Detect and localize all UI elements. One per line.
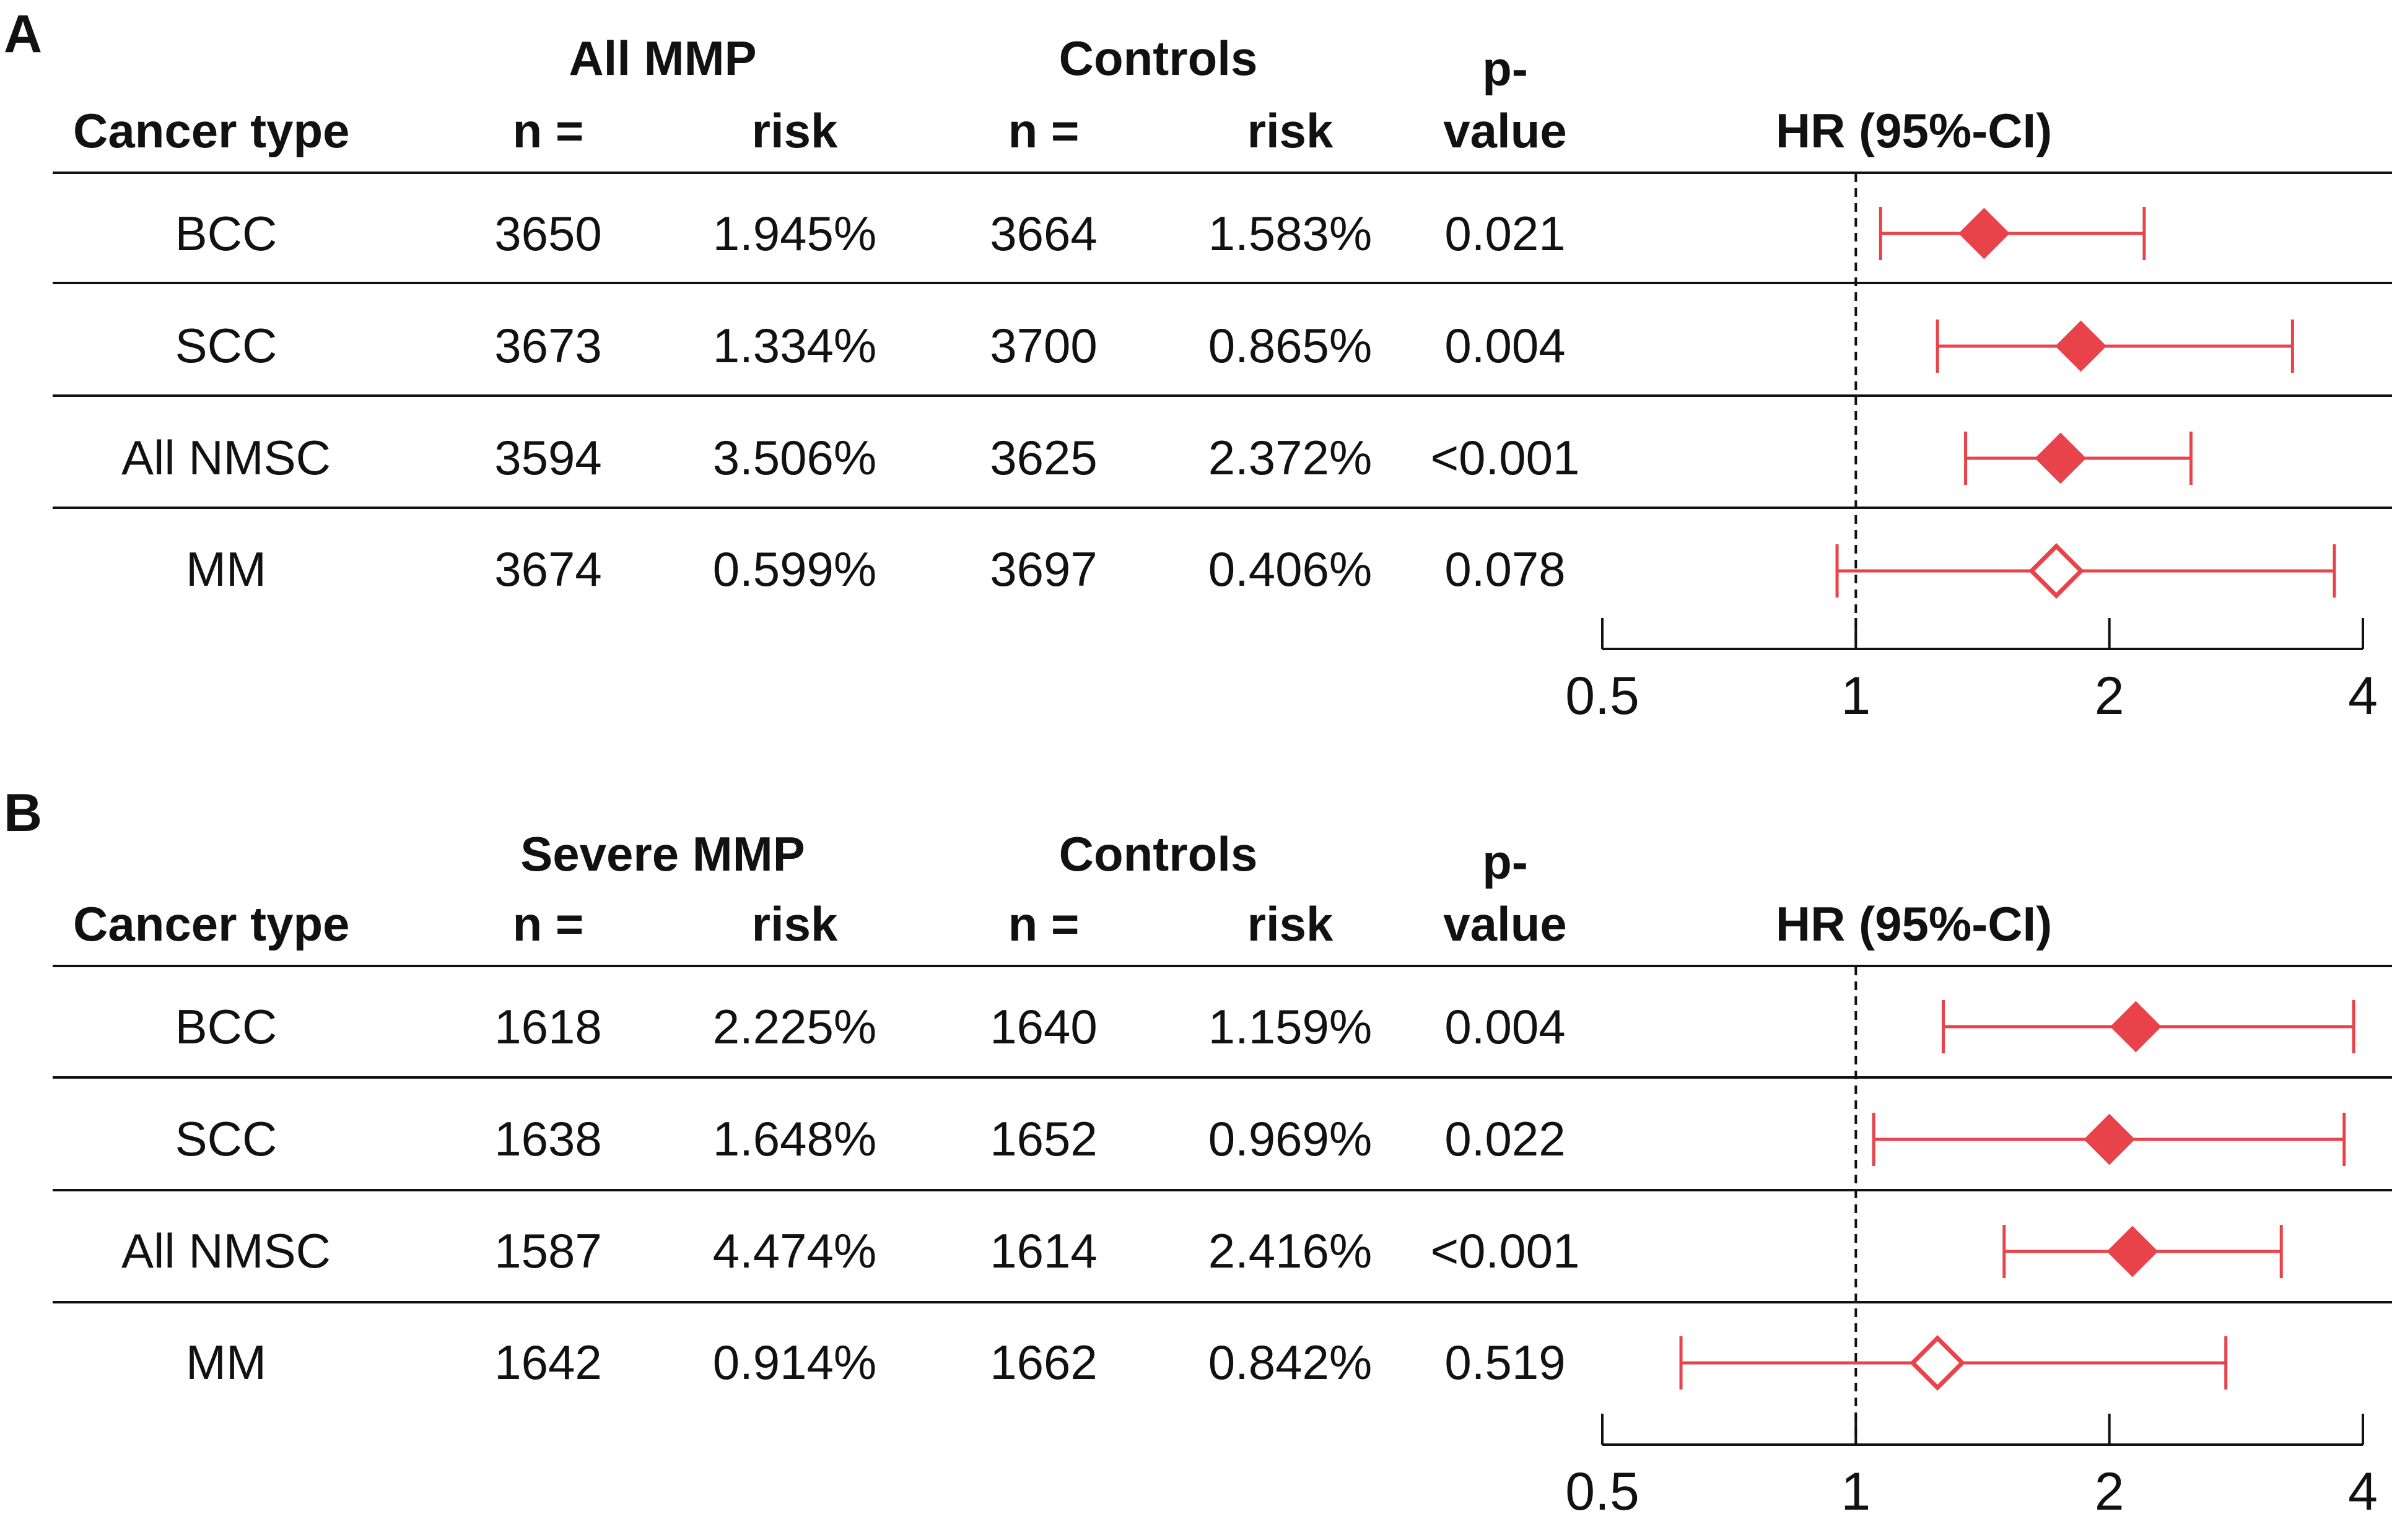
- controls-n-cell: 1614: [990, 1224, 1098, 1278]
- p-value-cell: 0.004: [1444, 999, 1566, 1054]
- controls-risk-cell: 1.159%: [1208, 999, 1373, 1054]
- row-divider: [53, 282, 2392, 284]
- mmp-n-cell: 3674: [494, 542, 602, 596]
- header-group: All MMP: [569, 31, 757, 85]
- cancer-type-cell: MM: [186, 542, 266, 596]
- hr-diamond: [2110, 1001, 2162, 1053]
- controls-risk-cell: 0.969%: [1208, 1111, 1373, 1166]
- controls-risk-cell: 0.865%: [1208, 318, 1373, 373]
- header-risk: risk: [751, 897, 838, 951]
- header-hr: HR (95%-CI): [1775, 103, 2053, 158]
- controls-n-cell: 1640: [990, 999, 1098, 1054]
- controls-risk-cell: 2.372%: [1208, 430, 1373, 485]
- header-p-line2: value: [1443, 103, 1567, 158]
- controls-n-cell: 3697: [990, 542, 1098, 596]
- p-value-cell: 0.022: [1444, 1111, 1566, 1166]
- mmp-n-cell: 1618: [494, 999, 602, 1054]
- mmp-risk-cell: 0.914%: [712, 1335, 877, 1390]
- mmp-n-cell: 1642: [494, 1335, 602, 1390]
- cancer-type-cell: SCC: [175, 318, 277, 373]
- panel-b: B Severe MMP Controls p- Cancer type n =…: [0, 770, 2392, 1539]
- controls-risk-cell: 1.583%: [1208, 206, 1373, 261]
- controls-n-cell: 1662: [990, 1335, 1098, 1390]
- hr-diamond: [1910, 1335, 1966, 1391]
- header-controls-risk: risk: [1247, 897, 1333, 951]
- controls-n-cell: 3625: [990, 430, 1098, 485]
- mmp-risk-cell: 3.506%: [712, 430, 877, 485]
- mmp-risk-cell: 2.225%: [712, 999, 877, 1054]
- header-n: n =: [512, 103, 584, 158]
- x-tick-label: 0.5: [1565, 666, 1639, 726]
- p-value-cell: 0.004: [1444, 318, 1566, 373]
- cancer-type-cell: All NMSC: [121, 1224, 331, 1278]
- header-hr: HR (95%-CI): [1775, 897, 2053, 951]
- mmp-n-cell: 1587: [494, 1224, 602, 1278]
- mmp-n-cell: 3594: [494, 430, 602, 485]
- controls-n-cell: 1652: [990, 1111, 1098, 1166]
- x-tick-label: 4: [2348, 666, 2378, 726]
- p-value-cell: <0.001: [1430, 1224, 1580, 1278]
- row-divider: [53, 1076, 2392, 1079]
- x-tick-label: 0.5: [1565, 1462, 1639, 1521]
- cancer-type-cell: All NMSC: [121, 430, 331, 485]
- x-tick-label: 4: [2348, 1462, 2378, 1521]
- header-n: n =: [512, 897, 584, 951]
- cancer-type-cell: MM: [186, 1335, 266, 1390]
- cancer-type-cell: BCC: [175, 999, 277, 1054]
- p-value-cell: 0.078: [1444, 542, 1566, 596]
- p-value-cell: 0.021: [1444, 206, 1566, 261]
- header-p-line2: value: [1443, 897, 1567, 951]
- x-tick-label: 2: [2095, 666, 2124, 726]
- panel-label: B: [4, 783, 43, 843]
- row-divider: [53, 507, 2392, 509]
- hr-diamond: [2106, 1225, 2158, 1277]
- header-rule: [53, 172, 2392, 174]
- header-controls: Controls: [1059, 827, 1258, 881]
- forest-plot: 0.5 1 2 4: [1565, 173, 2378, 726]
- x-tick-label: 1: [1841, 666, 1870, 726]
- controls-risk-cell: 0.842%: [1208, 1335, 1373, 1390]
- mmp-n-cell: 3650: [494, 206, 602, 261]
- panel-a: A All MMP Controls p- Cancer type n = ri…: [4, 4, 2392, 726]
- row-divider: [53, 1189, 2392, 1191]
- header-controls-risk: risk: [1247, 103, 1333, 158]
- row-divider: [53, 394, 2392, 397]
- header-p-line1: p-: [1482, 835, 1528, 889]
- hr-diamond: [1958, 207, 2010, 259]
- cancer-type-cell: BCC: [175, 206, 277, 261]
- header-controls-n: n =: [1008, 103, 1080, 158]
- header-risk: risk: [751, 103, 838, 158]
- header-rule: [53, 965, 2392, 967]
- hr-diamond: [2055, 320, 2107, 372]
- header-cancer-type: Cancer type: [73, 897, 350, 951]
- p-value-cell: <0.001: [1430, 430, 1580, 485]
- mmp-n-cell: 3673: [494, 318, 602, 373]
- row-divider: [53, 1301, 2392, 1303]
- cancer-type-cell: SCC: [175, 1111, 277, 1166]
- header-p-line1: p-: [1482, 41, 1528, 96]
- header-controls-n: n =: [1008, 897, 1080, 951]
- controls-n-cell: 3700: [990, 318, 1098, 373]
- header-controls: Controls: [1059, 31, 1258, 85]
- header-group: Severe MMP: [520, 827, 805, 881]
- p-value-cell: 0.519: [1444, 1335, 1566, 1390]
- mmp-risk-cell: 0.599%: [712, 542, 877, 596]
- mmp-risk-cell: 1.648%: [712, 1111, 877, 1166]
- header-cancer-type: Cancer type: [73, 103, 350, 158]
- panel-label: A: [4, 4, 43, 64]
- forest-plot: 0.5 1 2 4: [1565, 967, 2378, 1521]
- hr-diamond: [2028, 543, 2084, 599]
- hr-diamond: [2084, 1113, 2136, 1165]
- mmp-risk-cell: 1.945%: [712, 206, 877, 261]
- controls-n-cell: 3664: [990, 206, 1098, 261]
- mmp-risk-cell: 1.334%: [712, 318, 877, 373]
- x-tick-label: 2: [2095, 1462, 2124, 1521]
- controls-risk-cell: 0.406%: [1208, 542, 1373, 596]
- controls-risk-cell: 2.416%: [1208, 1224, 1373, 1278]
- hr-diamond: [2035, 432, 2087, 484]
- x-tick-label: 1: [1841, 1462, 1870, 1521]
- mmp-risk-cell: 4.474%: [712, 1224, 877, 1278]
- mmp-n-cell: 1638: [494, 1111, 602, 1166]
